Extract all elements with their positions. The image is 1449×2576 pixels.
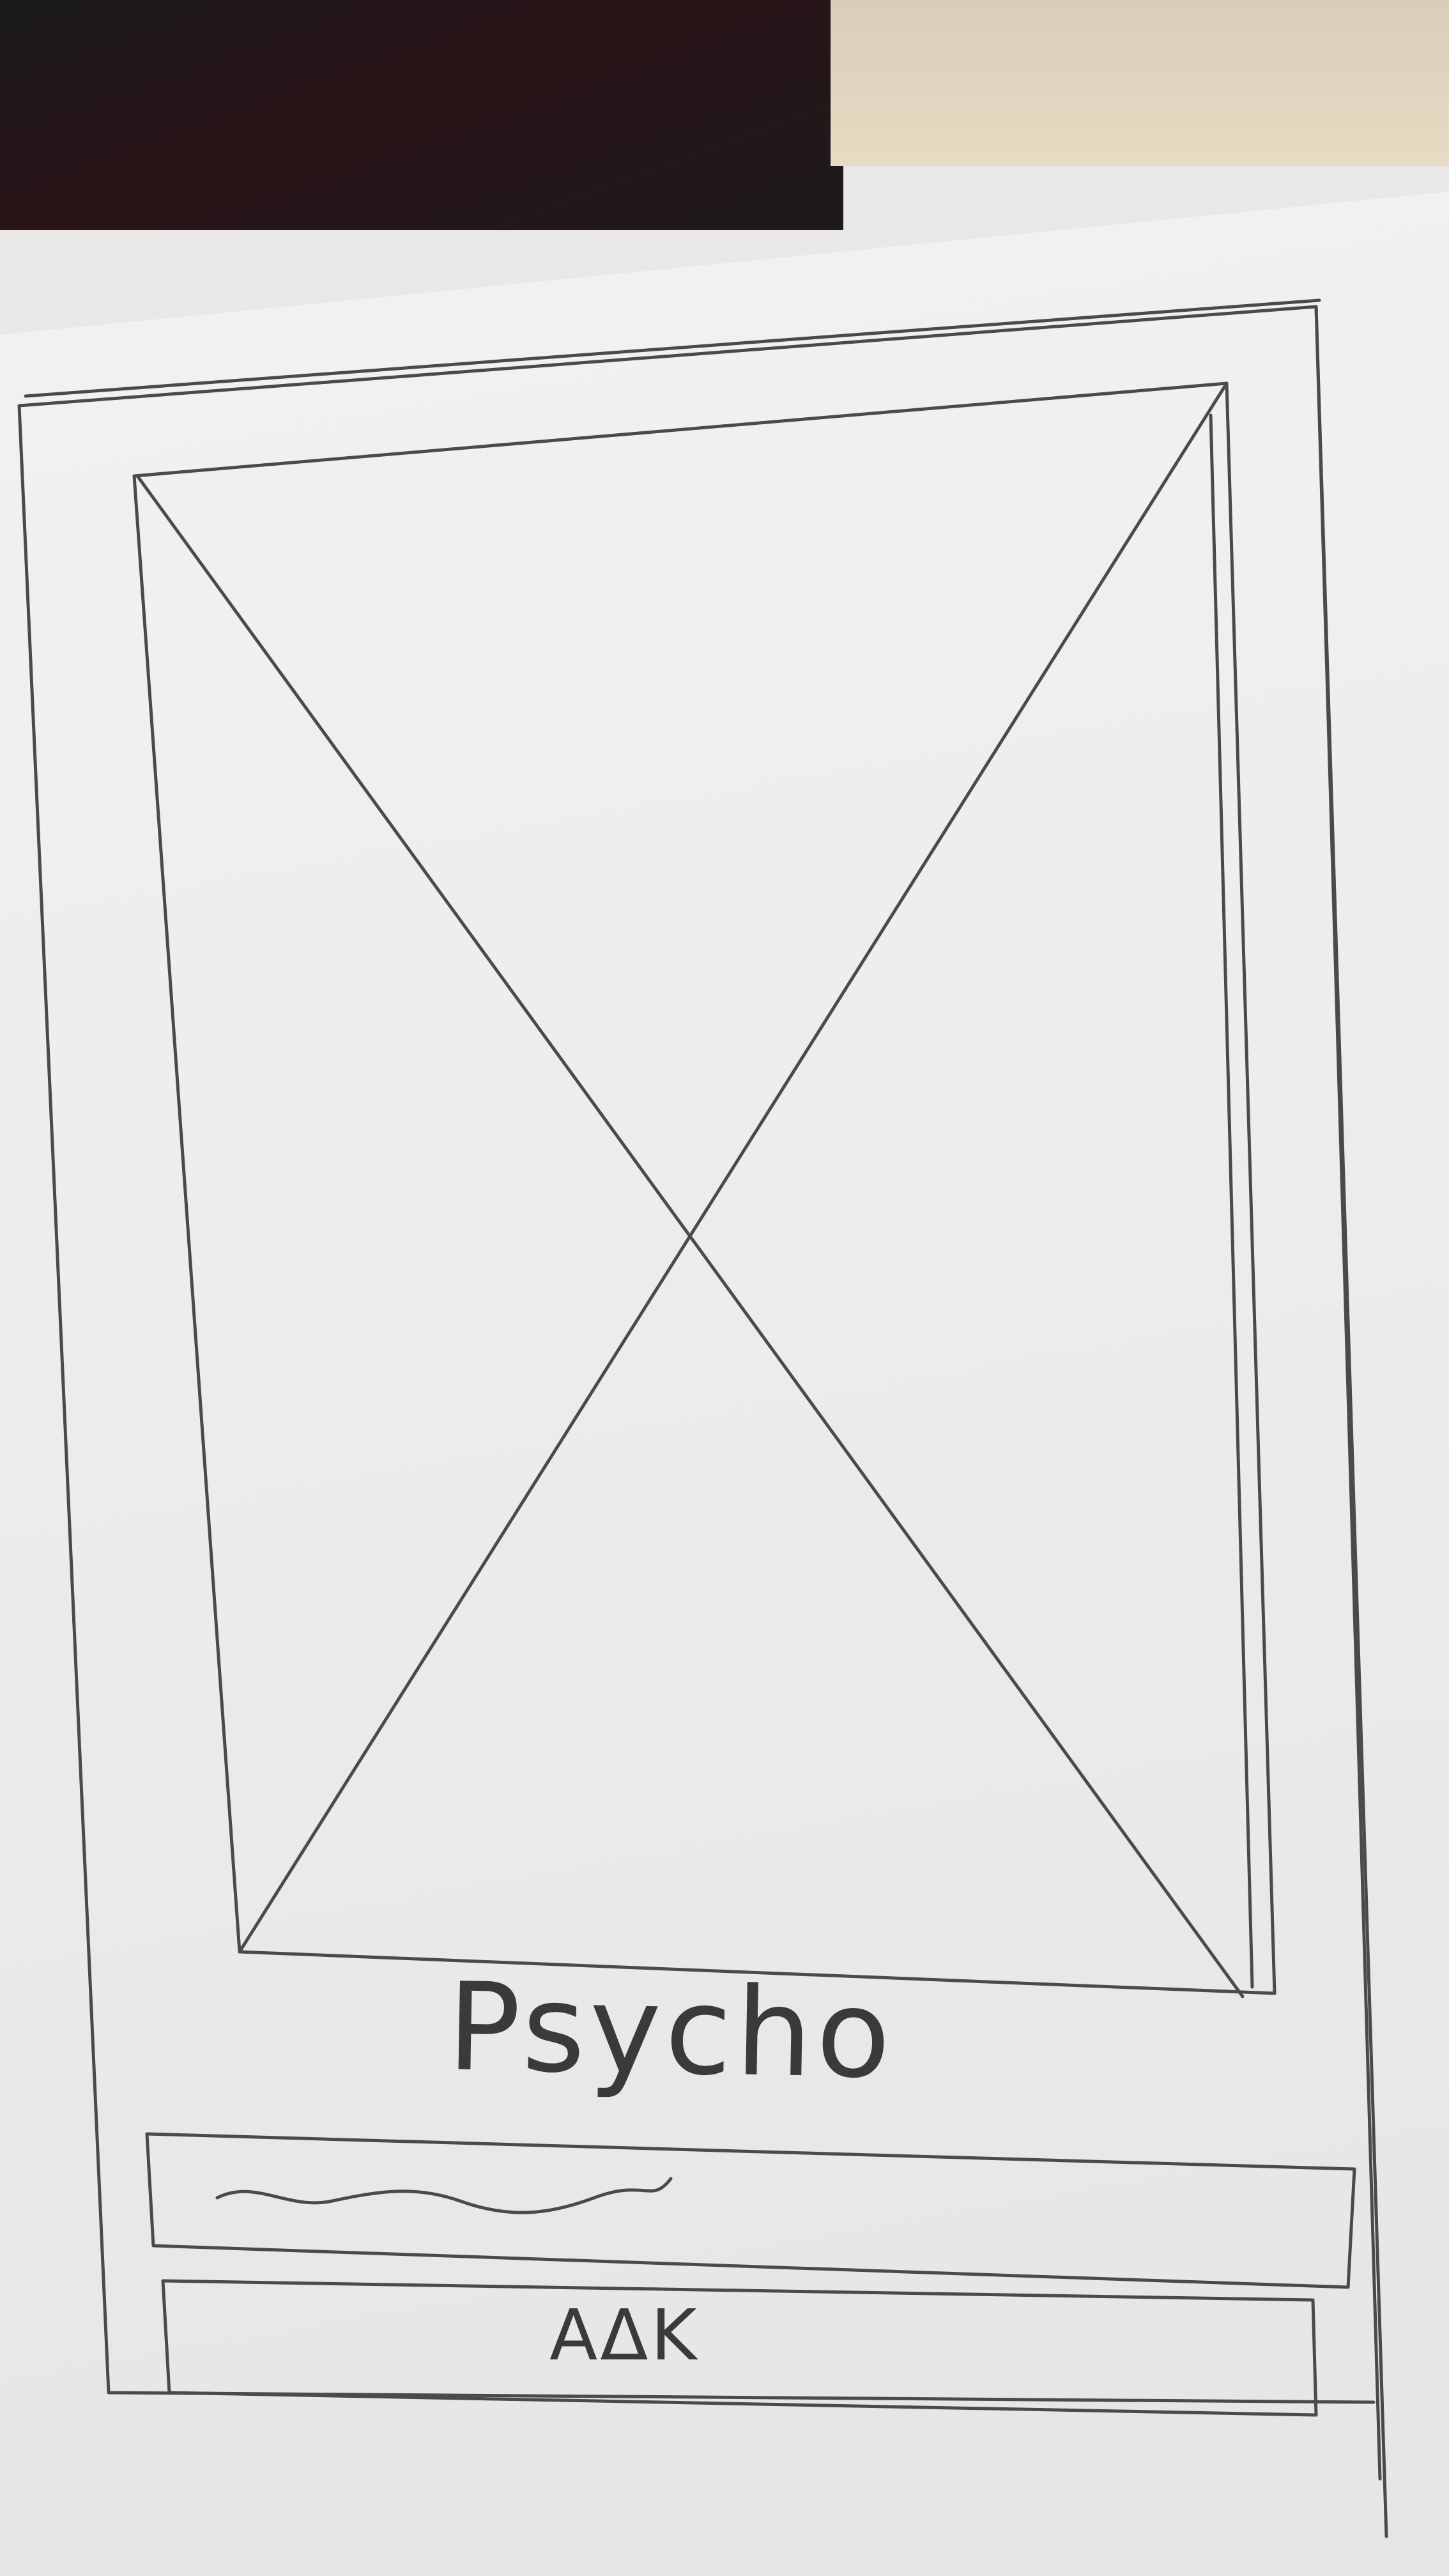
phone-frame-right-inner	[1314, 305, 1382, 2481]
phone-frame-inner	[24, 298, 1321, 398]
movie-poster-placeholder	[134, 383, 1291, 1993]
text-field-scribble	[215, 2177, 673, 2214]
text-field-outline	[145, 2132, 1356, 2289]
background-table	[831, 0, 1449, 166]
image-placeholder-box	[132, 381, 1276, 1995]
phone-frame-left	[17, 404, 1376, 2404]
image-placeholder-right-edge	[1209, 413, 1254, 1989]
paper-sheet	[0, 192, 1449, 2576]
add-button-outline	[161, 2279, 1318, 2417]
add-button-label: AΔK	[549, 2294, 700, 2376]
image-placeholder-diagonal-2	[238, 381, 1229, 1954]
add-button[interactable]	[163, 2281, 1326, 2409]
movie-title: Psycho	[446, 1956, 896, 2106]
search-input[interactable]	[147, 2128, 1354, 2249]
background-fabric	[0, 0, 843, 230]
